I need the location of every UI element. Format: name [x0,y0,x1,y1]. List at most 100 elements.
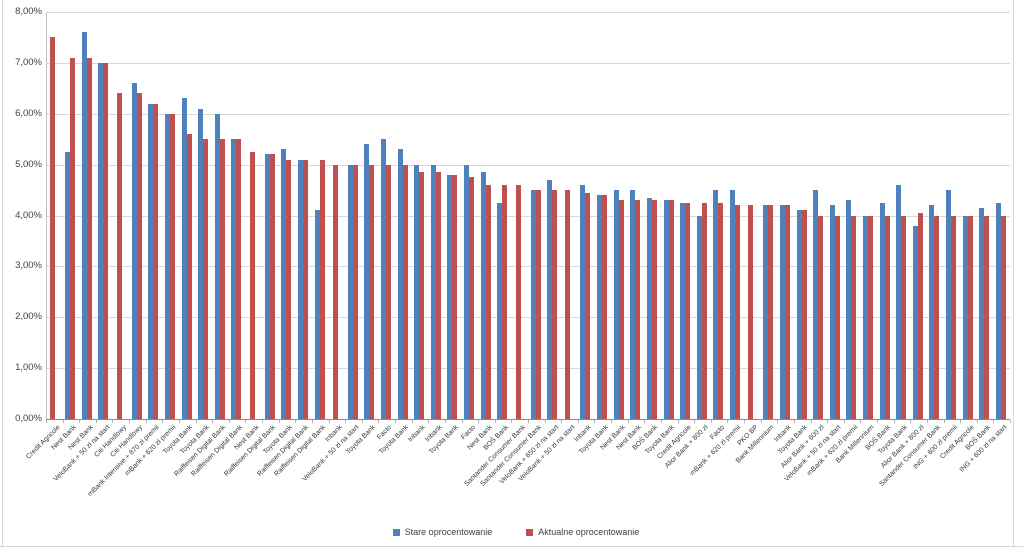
bar-aktualne-oprocentowanie [236,139,242,419]
x-axis-tick [511,420,513,423]
bar-aktualne-oprocentowanie [452,174,458,419]
bar-stare-oprocentowanie [929,205,935,419]
bar-stare-oprocentowanie [630,190,636,419]
bar-stare-oprocentowanie [597,195,603,419]
bar-stare-oprocentowanie [995,202,1001,419]
bar-aktualne-oprocentowanie [934,215,940,419]
x-axis-tick [461,420,463,423]
bar-aktualne-oprocentowanie [784,205,790,419]
x-axis-tick [877,420,879,423]
legend-item-stare: Stare oprocentowanie [392,527,492,537]
x-axis-tick [228,420,230,423]
bar-aktualne-oprocentowanie [386,164,391,419]
x-axis-category-label: Inbank [407,424,427,444]
bar-aktualne-oprocentowanie [668,200,674,419]
bar-stare-oprocentowanie [813,190,819,419]
bar-stare-oprocentowanie [713,190,719,419]
y-axis-tick-label: 0,00% [15,413,42,424]
x-axis-tick [361,420,363,423]
x-axis-tick [594,420,596,423]
bar-aktualne-oprocentowanie [585,192,591,419]
x-axis-tick [295,420,297,423]
x-axis-tick [960,420,962,423]
bar-aktualne-oprocentowanie [369,164,375,419]
x-axis-tick [710,420,712,423]
bar-aktualne-oprocentowanie [1000,215,1006,419]
x-axis-tick [311,420,313,423]
bar-aktualne-oprocentowanie [419,172,425,419]
bar-stare-oprocentowanie [314,210,320,419]
gridline [46,113,1010,115]
bar-aktualne-oprocentowanie [552,190,558,419]
gridline [46,62,1010,64]
bar-aktualne-oprocentowanie [249,151,255,419]
x-axis-tick [694,420,696,423]
x-axis-tick [727,420,729,423]
legend-marker-aktualne [526,528,534,536]
bar-stare-oprocentowanie [447,174,453,419]
bar-stare-oprocentowanie [547,179,553,419]
bar-stare-oprocentowanie [879,202,885,419]
x-axis-tick [893,420,895,423]
y-axis-line [46,12,47,419]
bar-aktualne-oprocentowanie [618,200,624,419]
bar-stare-oprocentowanie [796,210,802,419]
chart-border-left [2,0,3,547]
x-axis-tick [494,420,496,423]
bar-aktualne-oprocentowanie [269,154,275,419]
y-axis-tick-label: 1,00% [15,362,42,374]
x-axis-tick [760,420,762,423]
bar-stare-oprocentowanie [663,200,669,419]
bar-stare-oprocentowanie [281,149,287,419]
bar-aktualne-oprocentowanie [50,37,56,419]
y-axis-tick-label: 4,00% [15,209,42,221]
x-axis-tick [328,420,330,423]
bar-aktualne-oprocentowanie [515,184,521,419]
bar-aktualne-oprocentowanie [86,57,92,419]
bar-stare-oprocentowanie [181,98,187,419]
bar-stare-oprocentowanie [846,200,852,419]
bar-stare-oprocentowanie [414,164,420,419]
x-axis-tick [976,420,978,423]
x-axis-tick [112,420,114,423]
bar-aktualne-oprocentowanie [136,93,142,419]
x-axis-tick [145,420,147,423]
bar-stare-oprocentowanie [65,151,71,419]
bar-stare-oprocentowanie [497,202,503,419]
x-axis-tick [195,420,197,423]
x-axis-tick [262,420,264,423]
y-axis-tick-label: 5,00% [15,158,42,170]
bar-stare-oprocentowanie [214,113,220,419]
x-axis-tick [478,420,480,423]
x-axis-tick [660,420,662,423]
x-axis-tick [561,420,563,423]
bar-aktualne-oprocentowanie [103,62,109,419]
x-axis-tick [178,420,180,423]
x-axis-tick [444,420,446,423]
x-axis-tick [544,420,546,423]
bar-aktualne-oprocentowanie [602,195,608,419]
bar-aktualne-oprocentowanie [485,184,491,419]
gridline [46,215,1010,217]
bar-stare-oprocentowanie [530,190,536,419]
x-axis-tick [793,420,795,423]
x-axis-tick [611,420,613,423]
x-axis-tick [129,420,131,423]
bar-aktualne-oprocentowanie [219,139,225,419]
x-axis-tick [843,420,845,423]
bar-stare-oprocentowanie [464,164,470,419]
x-axis-tick [910,420,912,423]
bar-aktualne-oprocentowanie [818,215,824,419]
bar-aktualne-oprocentowanie [286,159,292,419]
x-axis-tick [46,420,47,423]
bar-aktualne-oprocentowanie [302,159,308,419]
x-axis-tick [677,420,679,423]
legend-marker-stare [392,528,400,536]
y-axis-tick-label: 2,00% [15,311,42,323]
bar-stare-oprocentowanie [779,205,785,419]
x-axis-tick [860,420,862,423]
x-axis-tick [810,420,812,423]
x-axis-tick [644,420,646,423]
bar-aktualne-oprocentowanie [651,200,657,419]
bar-aktualne-oprocentowanie [352,164,358,419]
